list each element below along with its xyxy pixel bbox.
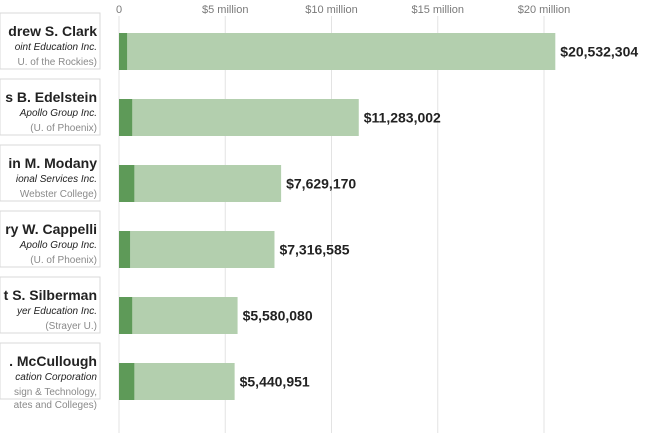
company-name: ional Services Inc. — [16, 174, 97, 185]
school-name: Webster College) — [20, 189, 97, 200]
bar-value-label: $5,440,951 — [240, 374, 310, 390]
company-name: Apollo Group Inc. — [19, 240, 97, 251]
row-labels: drew S. Clark oint Education Inc. U. of th… — [0, 12, 101, 411]
row-label-box — [0, 12, 101, 70]
row-label-box — [0, 342, 101, 400]
school-name: (Strayer U.) — [45, 321, 97, 332]
executive-name: . McCullough — [9, 353, 97, 369]
bar-total — [119, 297, 238, 334]
x-tick-label: 0 — [116, 4, 122, 16]
executive-name: ry W. Cappelli — [5, 221, 97, 237]
x-tick-label: $5 million — [202, 4, 248, 16]
bar-total — [119, 363, 235, 400]
executive-name: in M. Modany — [8, 155, 97, 171]
executive-name: s B. Edelstein — [5, 89, 97, 105]
bar-total — [119, 231, 275, 268]
x-tick-label: $20 million — [518, 4, 571, 16]
row-label-box — [0, 78, 101, 136]
bar-total — [119, 165, 282, 202]
row-label-box — [0, 144, 101, 202]
x-tick-label: $10 million — [305, 4, 358, 16]
company-name: yer Education Inc. — [16, 306, 97, 317]
executive-name: t S. Silberman — [4, 287, 97, 303]
bar-total — [119, 33, 556, 70]
bar-value-label: $20,532,304 — [560, 44, 638, 60]
school-name-line2: ates and Colleges) — [14, 400, 97, 411]
school-name: (U. of Phoenix) — [30, 255, 97, 266]
bar-value-label: $5,580,080 — [243, 308, 313, 324]
company-name: Apollo Group Inc. — [19, 108, 97, 119]
bar-total — [119, 99, 359, 136]
bar-segment-dark — [119, 99, 133, 136]
bar-segment-dark — [119, 165, 135, 202]
company-name: cation Corporation — [15, 372, 97, 383]
bar-value-label: $7,316,585 — [279, 242, 349, 258]
row-label-box — [0, 210, 101, 268]
row-label-box — [0, 276, 101, 334]
executive-name: drew S. Clark — [8, 23, 97, 39]
company-name: oint Education Inc. — [15, 42, 97, 53]
bar-segment-dark — [119, 363, 135, 400]
value-labels: $20,532,304 $11,283,002 $7,629,170 $7,316,5… — [240, 44, 639, 390]
school-name: sign & Technology, — [14, 387, 97, 398]
school-name: (U. of Phoenix) — [30, 123, 97, 134]
school-name: U. of the Rockies) — [18, 57, 97, 68]
x-axis-ticks: 0 $5 million $10 million $15 million $20 mil… — [116, 4, 570, 16]
x-tick-label: $15 million — [411, 4, 464, 16]
bar-segment-dark — [119, 231, 131, 268]
bar-value-label: $11,283,002 — [364, 110, 441, 126]
bar-segment-dark — [119, 297, 133, 334]
bars — [119, 33, 556, 400]
bar-value-label: $7,629,170 — [286, 176, 356, 192]
bar-segment-dark — [119, 33, 128, 70]
